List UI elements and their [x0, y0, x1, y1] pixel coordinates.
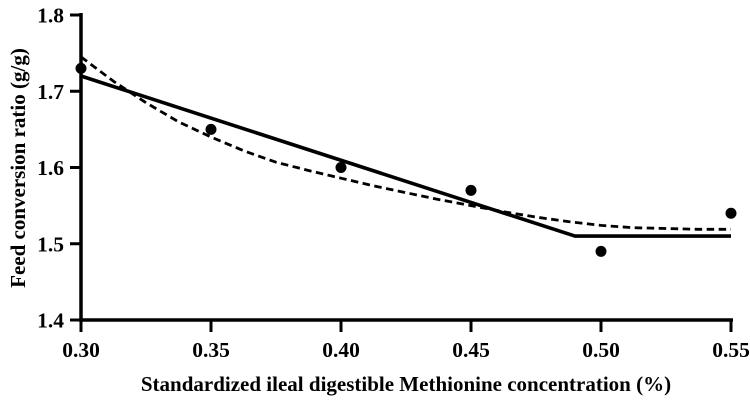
x-tick-label: 0.40 — [322, 338, 360, 362]
y-tick-label: 1.5 — [37, 232, 64, 256]
y-tick-label: 1.8 — [37, 4, 64, 28]
observed-fcr-point — [205, 123, 217, 135]
observed-fcr-point — [465, 184, 477, 196]
x-tick-label: 0.50 — [582, 338, 620, 362]
x-tick-label: 0.30 — [62, 338, 100, 362]
x-tick-label: 0.45 — [452, 338, 490, 362]
x-tick-label: 0.35 — [192, 338, 230, 362]
y-tick-label: 1.4 — [37, 309, 64, 333]
observed-fcr-point — [75, 62, 87, 74]
y-tick-label: 1.7 — [37, 80, 64, 104]
y-tick-label: 1.6 — [37, 156, 64, 180]
quadratic-model-line — [80, 55, 731, 231]
broken-line-model-line — [80, 74, 731, 238]
observed-fcr-point — [335, 162, 347, 173]
x-axis-title: Standardized ileal digestible Methionine… — [140, 372, 672, 396]
x-tick-label: 0.55 — [712, 338, 750, 362]
observed-fcr-point — [725, 207, 737, 219]
y-axis-title: Feed conversion ratio (g/g) — [6, 48, 30, 288]
observed-fcr-point — [595, 245, 607, 257]
